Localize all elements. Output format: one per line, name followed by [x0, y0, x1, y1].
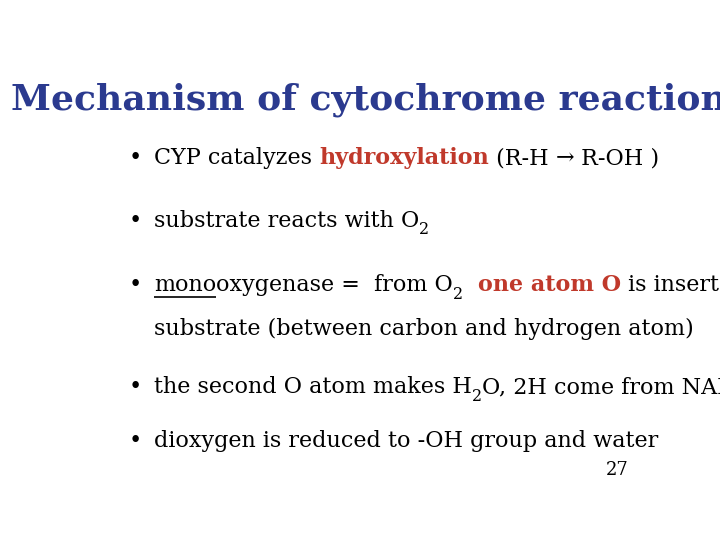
Text: the second O atom makes H: the second O atom makes H — [154, 376, 472, 398]
Text: •: • — [129, 376, 143, 398]
Text: substrate (between carbon and hydrogen atom): substrate (between carbon and hydrogen a… — [154, 318, 694, 340]
Text: 2: 2 — [453, 286, 463, 303]
Text: •: • — [129, 274, 143, 296]
Text: dioxygen is reduced to -OH group and water: dioxygen is reduced to -OH group and wat… — [154, 430, 658, 452]
Text: 2: 2 — [420, 221, 430, 238]
Text: 2: 2 — [472, 388, 482, 404]
Text: •: • — [129, 430, 143, 452]
Text: is inserted into: is inserted into — [621, 274, 720, 296]
Text: R-OH ): R-OH ) — [575, 147, 660, 170]
Text: oxygenase =  from O: oxygenase = from O — [217, 274, 453, 296]
Text: •: • — [129, 210, 143, 232]
Text: →: → — [556, 147, 575, 170]
Text: Mechanism of cytochrome reaction: Mechanism of cytochrome reaction — [11, 83, 720, 117]
Text: O, 2H come from NADPH+H: O, 2H come from NADPH+H — [482, 376, 720, 398]
Text: (R-H: (R-H — [489, 147, 556, 170]
Text: 27: 27 — [606, 461, 629, 479]
Text: •: • — [129, 147, 143, 170]
Text: one atom O: one atom O — [477, 274, 621, 296]
Text: mono: mono — [154, 274, 217, 296]
Text: CYP catalyzes: CYP catalyzes — [154, 147, 319, 170]
Text: substrate reacts with O: substrate reacts with O — [154, 210, 420, 232]
Text: hydroxylation: hydroxylation — [319, 147, 489, 170]
